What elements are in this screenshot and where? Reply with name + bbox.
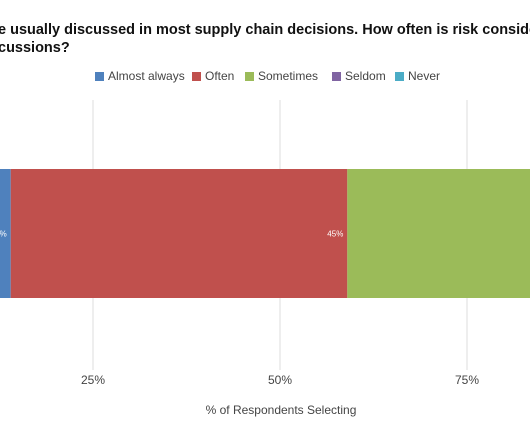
- legend-label: Almost always: [108, 69, 185, 83]
- bar-segment: [10, 169, 348, 298]
- chart-title: e usually discussed in most supply chain…: [0, 22, 530, 38]
- legend-label: Often: [205, 69, 234, 83]
- legend-swatch: [395, 72, 404, 81]
- x-axis-label: % of Respondents Selecting: [206, 403, 357, 417]
- value-label: 14%: [0, 230, 7, 239]
- x-tick-label: 25%: [81, 373, 105, 387]
- legend-label: Never: [408, 69, 440, 83]
- legend-swatch: [192, 72, 201, 81]
- legend-label: Seldom: [345, 69, 386, 83]
- legend-swatch: [245, 72, 254, 81]
- x-tick-label: 50%: [268, 373, 292, 387]
- legend-label: Sometimes: [258, 69, 318, 83]
- bar-segment: [347, 169, 530, 298]
- chart-title: cussions?: [0, 40, 70, 56]
- legend-swatch: [332, 72, 341, 81]
- x-tick-label: 75%: [455, 373, 479, 387]
- bar-segment: [0, 169, 11, 298]
- value-label: 45%: [327, 230, 343, 239]
- legend-swatch: [95, 72, 104, 81]
